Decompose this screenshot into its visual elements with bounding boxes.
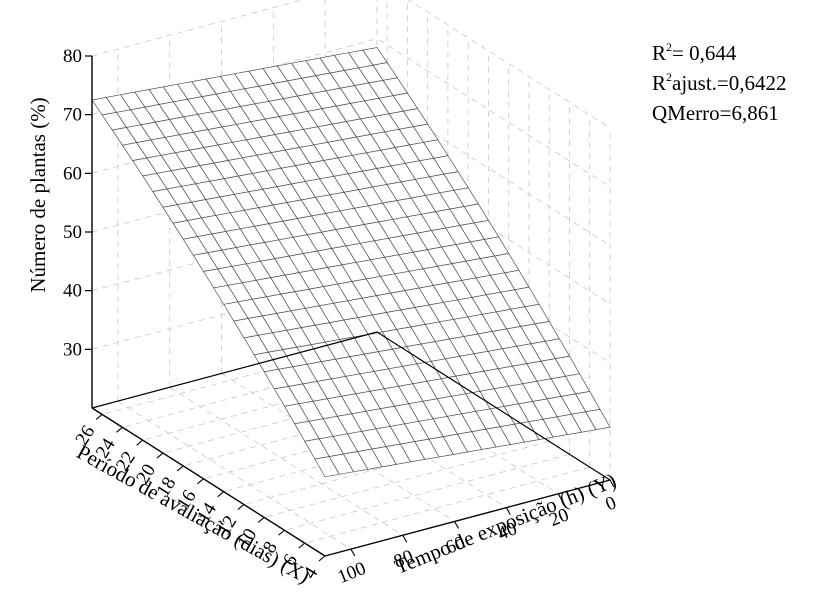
x-tick-mark — [197, 478, 204, 485]
y-tick-label: 100 — [335, 558, 369, 588]
x-floor-gridline — [284, 453, 570, 531]
y-axis-line — [324, 479, 611, 557]
response-surface — [91, 47, 611, 478]
x-tick-mark — [217, 491, 225, 498]
y-tick-mark — [454, 521, 460, 529]
x-tick-mark — [318, 555, 326, 562]
x-tick-mark — [237, 504, 245, 510]
z-gridline — [91, 96, 611, 246]
x-axis-line — [91, 407, 326, 557]
x-tick-mark — [298, 542, 306, 549]
z-gridline — [91, 38, 611, 188]
x-tick-mark — [176, 465, 184, 472]
r2-adjusted-stat: R2ajust.=0,6422 — [652, 70, 787, 95]
x-tick-mark — [156, 452, 164, 459]
z-tick-label: 70 — [63, 105, 82, 126]
x-tick-mark — [278, 529, 285, 536]
z-tick-label: 60 — [63, 163, 82, 184]
y-tick-mark — [557, 493, 563, 502]
y-tick-mark — [402, 534, 408, 543]
y-tick-mark — [350, 548, 356, 557]
x-tick-mark — [95, 414, 103, 420]
qmerro-stat: QMerro=6,861 — [652, 101, 779, 125]
z-tick-label: 40 — [63, 281, 82, 302]
y-floor-gridline — [221, 373, 455, 522]
back-floor-edge-left — [91, 331, 378, 409]
y-floor-gridline — [117, 400, 352, 550]
z-tick-label: 50 — [63, 222, 82, 243]
stats-box: R2= 0,644 R2ajust.=0,6422 QMerro=6,861 — [652, 40, 787, 125]
x-tick-mark — [136, 439, 144, 446]
z-gridline — [91, 0, 611, 129]
x-tick-mark — [257, 516, 265, 523]
x-floor-gridline — [304, 466, 590, 544]
back-floor-edge-right — [376, 331, 611, 481]
y-tick-mark — [609, 479, 615, 488]
x-tick-mark — [116, 426, 123, 433]
y-tick-mark — [505, 507, 511, 515]
r2-stat: R2= 0,644 — [652, 40, 737, 65]
z-tick-label: 30 — [63, 339, 82, 360]
z-tick-label: 80 — [63, 46, 82, 67]
z-axis-label: Número de plantas (%) — [26, 97, 50, 292]
y-floor-gridline — [169, 386, 403, 536]
x-floor-gridline — [264, 441, 550, 518]
z-gridline — [91, 155, 611, 305]
